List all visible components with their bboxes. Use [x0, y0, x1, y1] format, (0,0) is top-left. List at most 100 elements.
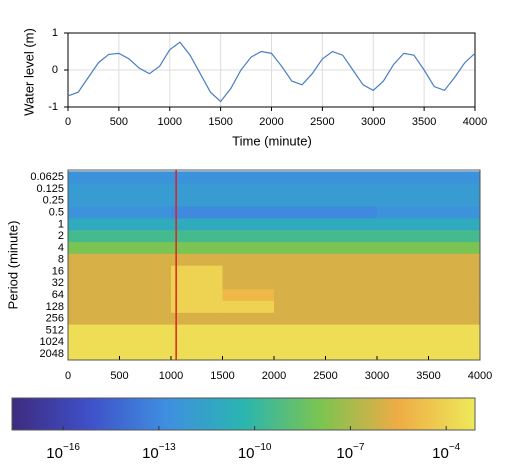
y-tick-label: -1 — [48, 101, 58, 113]
heatmap-cell — [171, 242, 223, 255]
heatmap-cell — [222, 312, 275, 326]
heatmap-cell — [119, 348, 172, 361]
line-series — [67, 41, 476, 103]
heatmap-cell — [325, 265, 378, 278]
heatmap-cell — [171, 277, 223, 290]
heatmap-cell — [274, 265, 326, 278]
heatmap-cell — [222, 348, 275, 361]
heatmap-cell — [68, 289, 120, 302]
y-tick-label: 32 — [52, 277, 64, 289]
y-tick-label: 4 — [58, 242, 64, 254]
heatmap-cell — [377, 230, 429, 243]
x-tick-label: 3000 — [361, 116, 385, 128]
colorbar-tick-label: 10−4 — [432, 442, 461, 462]
tick-exponent: −16 — [63, 442, 80, 453]
heatmap-cell — [428, 336, 481, 349]
y-tick-label: 1 — [58, 218, 64, 230]
heatmap-cell — [274, 242, 326, 255]
colorbar — [11, 397, 476, 431]
tick-base: 10 — [46, 445, 63, 462]
heatmap-cell — [119, 253, 172, 267]
x-tick-label: 2000 — [262, 370, 286, 382]
heatmap-cell — [171, 289, 223, 302]
x-tick-label: 1000 — [158, 116, 182, 128]
heatmap-cell — [222, 265, 275, 278]
heatmap-cell — [428, 171, 481, 184]
heatmap-cell — [171, 348, 223, 361]
y-tick-label: 16 — [52, 265, 64, 277]
heatmap-cell — [325, 242, 378, 255]
heatmap-cell — [222, 183, 275, 196]
heatmap-cell — [222, 324, 275, 337]
heatmap-cell — [428, 324, 481, 337]
heatmap-cell — [119, 183, 172, 196]
heatmap-cell — [274, 312, 326, 326]
y-tick-label: 0.125 — [36, 183, 64, 195]
heatmap-cell — [222, 253, 275, 267]
heatmap-cell — [119, 206, 172, 219]
heatmap-cell — [222, 218, 275, 231]
heatmap-cell — [171, 171, 223, 184]
heatmap-cell — [428, 218, 481, 231]
heatmap-cell — [377, 348, 429, 361]
heatmap-cell — [274, 277, 326, 290]
heatmap-cell — [171, 253, 223, 267]
x-tick-label: 0 — [65, 370, 71, 382]
heatmap-cell — [428, 230, 481, 243]
heatmap-cell — [222, 336, 275, 349]
tick-base: 10 — [336, 445, 353, 462]
heatmap-cell — [171, 183, 223, 196]
heatmap-cell — [274, 194, 326, 208]
heatmap-cell — [377, 277, 429, 290]
heatmap-cell — [377, 301, 429, 314]
x-axis-label: Time (minute) — [232, 133, 312, 148]
heatmap-cell — [274, 324, 326, 337]
heatmap-cell — [222, 301, 275, 314]
heatmap-cell — [68, 301, 120, 314]
x-tick-label: 1500 — [210, 370, 234, 382]
x-tick-label: 1000 — [159, 370, 183, 382]
heatmap-cell — [428, 194, 481, 208]
heatmap-cell — [325, 253, 378, 267]
heatmap-cell — [171, 301, 223, 314]
tick-exponent: −13 — [159, 442, 176, 453]
heatmap-cell — [119, 289, 172, 302]
x-tick-label: 0 — [65, 116, 71, 128]
y-tick-label: 2 — [58, 230, 64, 242]
heatmap-cell — [274, 301, 326, 314]
tick-exponent: −10 — [255, 442, 272, 453]
heatmap-cell — [325, 194, 378, 208]
heatmap-cell — [377, 206, 429, 219]
y-tick-label: 2048 — [40, 348, 64, 360]
x-tick-label: 2000 — [259, 116, 283, 128]
heatmap-cell — [274, 183, 326, 196]
heatmap-cell — [68, 348, 120, 361]
heatmap-cell — [68, 206, 120, 219]
y-tick-label: 512 — [46, 324, 64, 336]
heatmap-cell — [325, 336, 378, 349]
heatmap-cell — [428, 277, 481, 290]
x-tick-label: 3000 — [365, 370, 389, 382]
heatmap-cell — [325, 183, 378, 196]
heatmap-cell — [274, 206, 326, 219]
heatmap-cell — [119, 277, 172, 290]
y-tick-label: 8 — [58, 254, 64, 266]
y-tick-label: 1024 — [40, 336, 64, 348]
heatmap-cell — [428, 312, 481, 326]
heatmap-cell — [119, 194, 172, 208]
x-tick-label: 500 — [110, 116, 128, 128]
heatmap-cell — [274, 230, 326, 243]
heatmap-cell — [68, 253, 120, 267]
heatmap-cell — [325, 171, 378, 184]
y-tick-label: 0.0625 — [30, 171, 64, 183]
heatmap-cell — [377, 183, 429, 196]
heatmap-cell — [119, 324, 172, 337]
plot-frame — [67, 32, 476, 108]
heatmap-cell — [377, 194, 429, 208]
heatmap-cell — [68, 230, 120, 243]
heatmap-cell — [119, 171, 172, 184]
colorbar-tick-label: 10−13 — [142, 442, 176, 462]
heatmap-cell — [377, 242, 429, 255]
heatmap-cell — [171, 265, 223, 278]
